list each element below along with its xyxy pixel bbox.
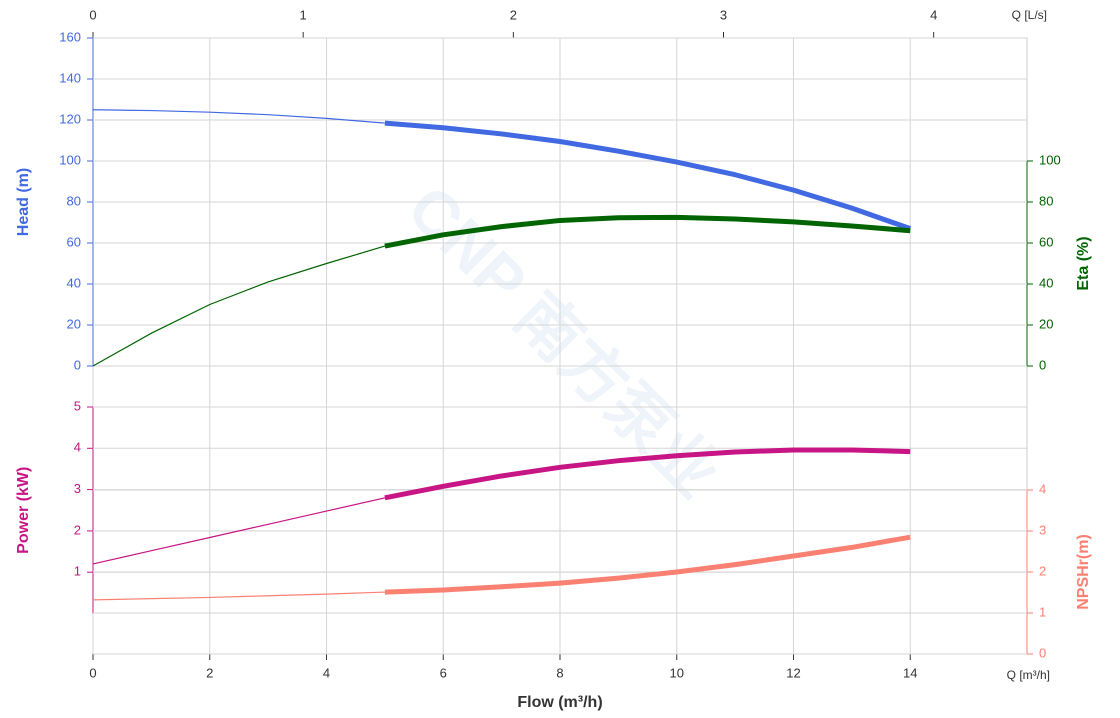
y-tick-label: 1 (74, 564, 81, 579)
curve-extended (92, 591, 385, 601)
y-tick-label: 0 (1039, 645, 1046, 660)
y-tick-label: 1 (1039, 604, 1046, 619)
y-tick-label: 3 (74, 481, 81, 496)
x2-tick-label: 3 (720, 7, 727, 22)
x-tick-label: 10 (670, 665, 684, 680)
curve-operating (384, 447, 911, 501)
y-tick-label: 2 (1039, 563, 1046, 578)
y-tick-label: 80 (67, 193, 81, 208)
x-axis-title: Flow (m³/h) (517, 694, 602, 711)
y-tick-label: 40 (67, 275, 81, 290)
x-tick-label: 2 (206, 665, 213, 680)
x-tick-label: 12 (786, 665, 800, 680)
y-tick-label: 60 (67, 234, 81, 249)
y-tick-label: 120 (59, 111, 81, 126)
y-axis-title: Power (kW) (15, 467, 32, 554)
y-axis-title: Head (m) (15, 168, 32, 236)
curve-extended (92, 109, 385, 124)
y-tick-label: 100 (1039, 152, 1061, 167)
curve-extended (92, 497, 386, 565)
x-tick-label: 4 (323, 665, 330, 680)
x2-tick-label: 2 (510, 7, 517, 22)
y-tick-label: 100 (59, 152, 81, 167)
y-tick-label: 2 (74, 522, 81, 537)
y-tick-label: 20 (1039, 316, 1053, 331)
y-tick-label: 140 (59, 70, 81, 85)
y-tick-label: 60 (1039, 234, 1053, 249)
curve-operating (384, 534, 911, 595)
y-tick-label: 4 (74, 440, 81, 455)
y-tick-label: 80 (1039, 193, 1053, 208)
y-axis-title: NPSHr(m) (1075, 534, 1092, 610)
curve-extended (92, 245, 386, 367)
x-tick-label: 6 (440, 665, 447, 680)
x-tick-label: 14 (903, 665, 917, 680)
y-tick-label: 0 (1039, 357, 1046, 372)
y-tick-label: 3 (1039, 522, 1046, 537)
y-axis-title: Eta (%) (1075, 236, 1092, 290)
x2-unit-label: Q [L/s] (1012, 8, 1047, 22)
x-tick-label: 0 (89, 665, 96, 680)
y-tick-label: 0 (74, 357, 81, 372)
y-tick-label: 20 (67, 316, 81, 331)
y-tick-label: 160 (59, 29, 81, 44)
curve-operating (384, 214, 911, 249)
curve-operating (384, 120, 912, 232)
x-tick-label: 8 (556, 665, 563, 680)
x2-tick-label: 0 (89, 7, 96, 22)
y-tick-label: 40 (1039, 275, 1053, 290)
x2-tick-label: 1 (300, 7, 307, 22)
y-tick-label: 5 (74, 398, 81, 413)
x2-tick-label: 4 (930, 7, 937, 22)
x-unit-label: Q [m³/h] (1007, 668, 1050, 682)
y-tick-label: 4 (1039, 481, 1046, 496)
